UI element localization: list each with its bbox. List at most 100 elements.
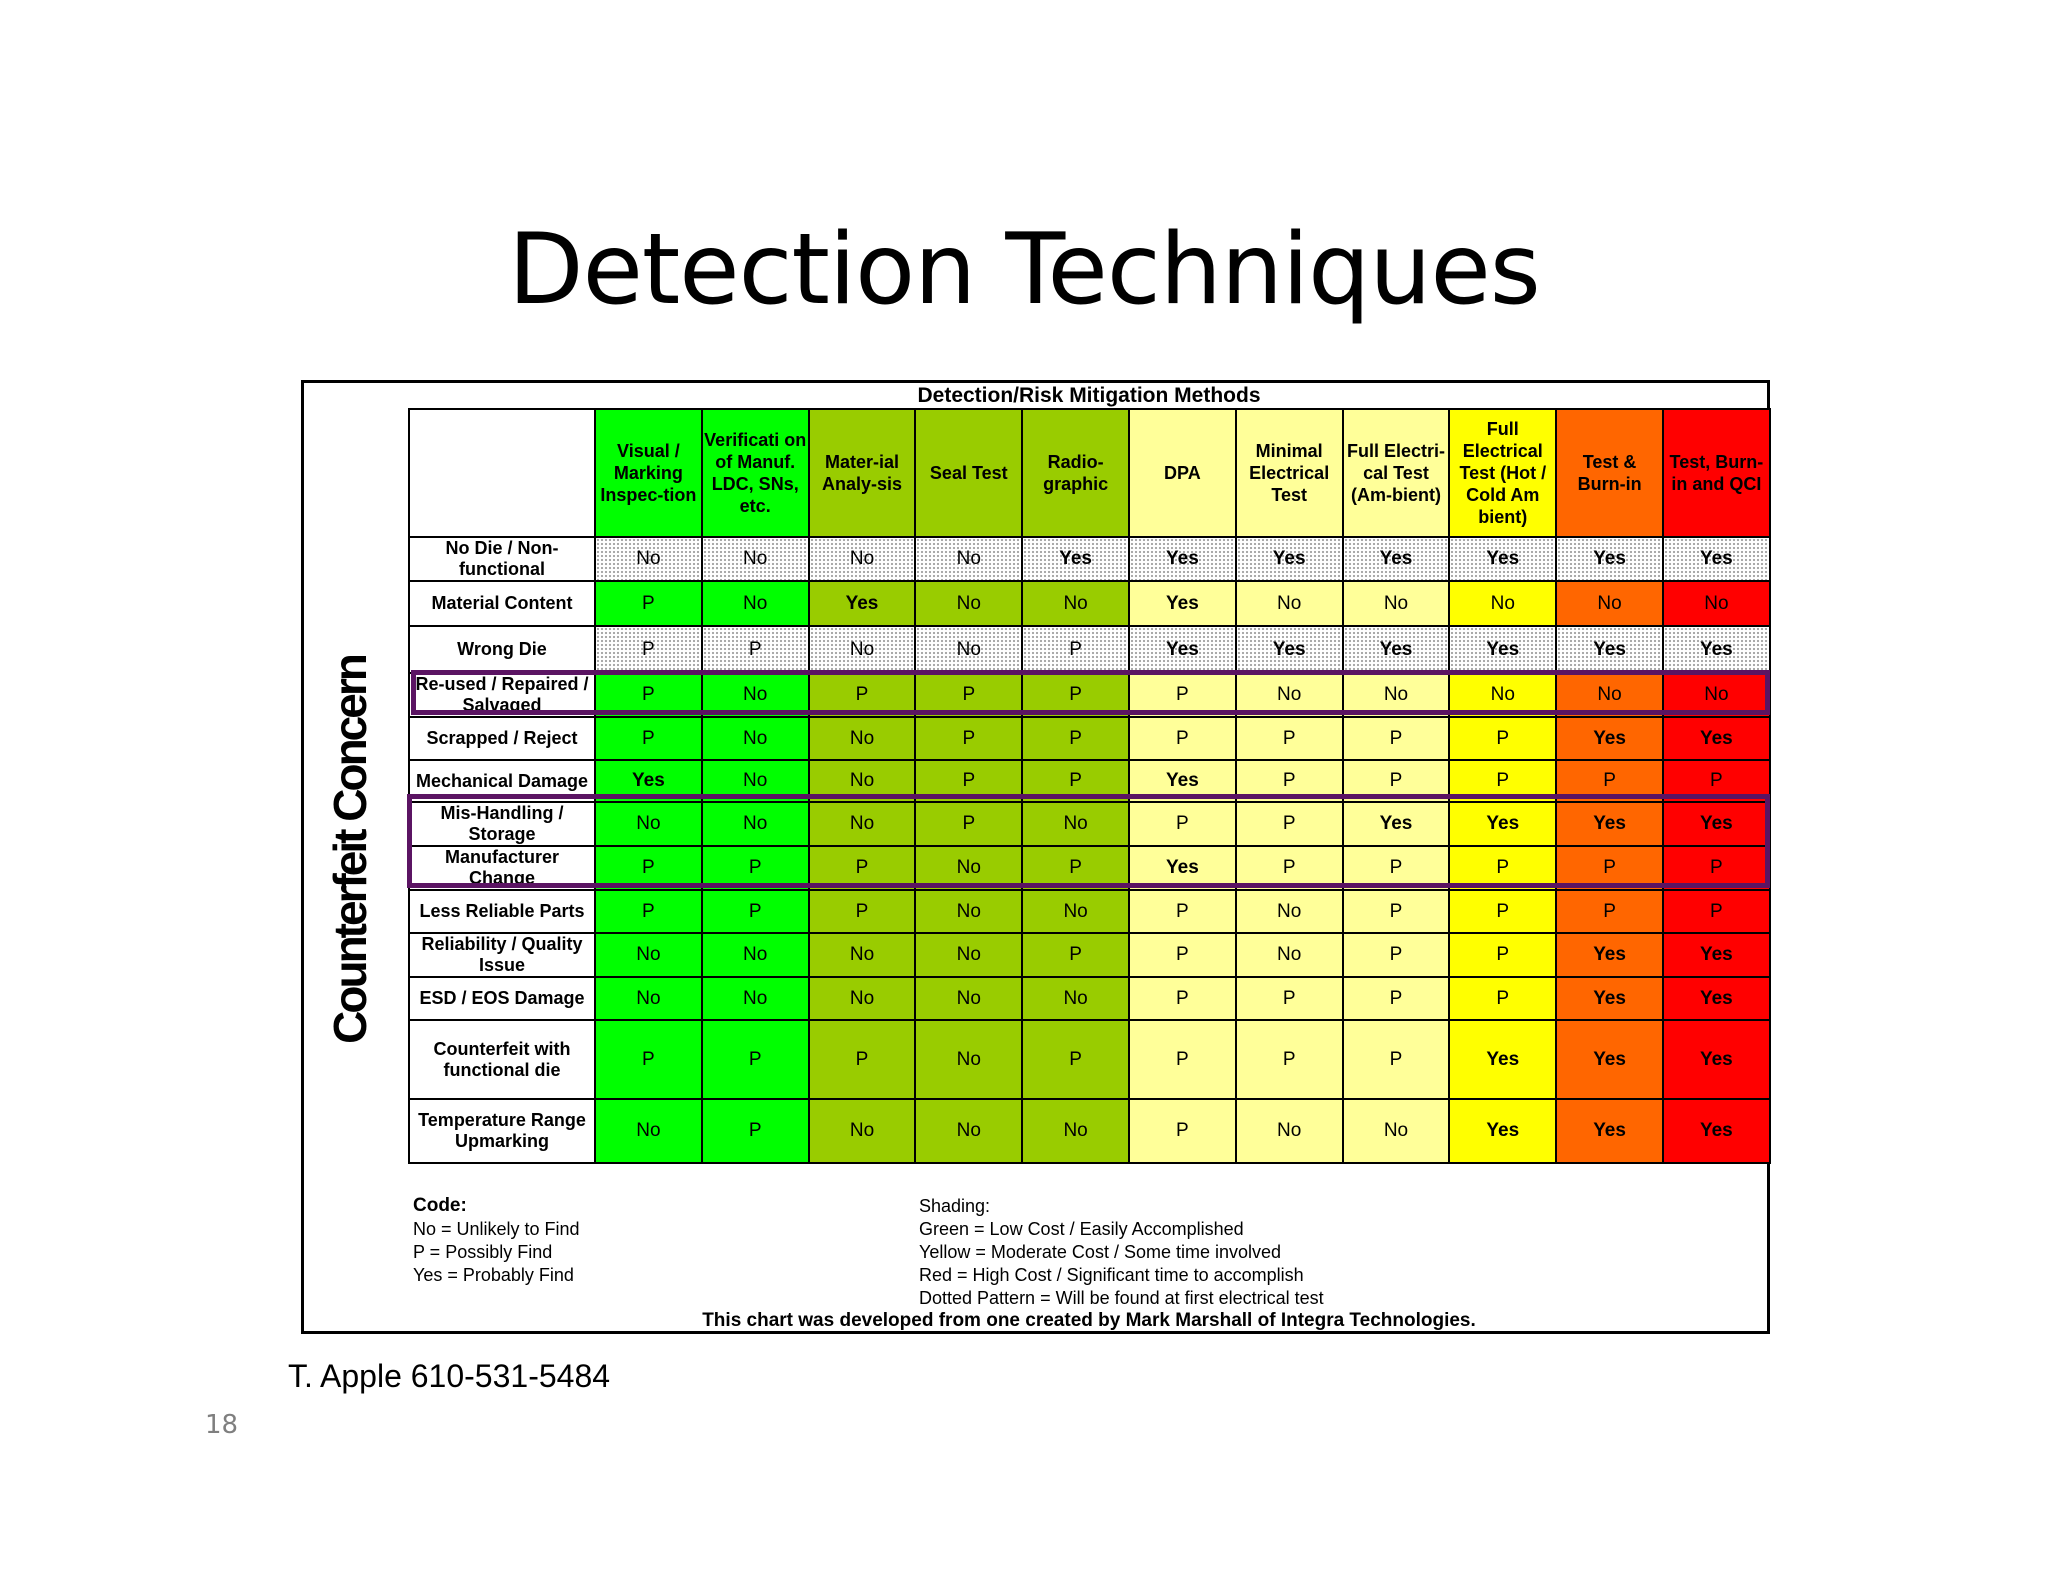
matrix-cell: No: [594, 801, 703, 847]
matrix-cell: P: [1341, 932, 1451, 978]
matrix-cell: P: [1234, 759, 1344, 803]
matrix-cell: No: [1234, 889, 1344, 934]
row-label: Re-used / Repaired / Salvaged: [408, 672, 596, 718]
matrix-cell: P: [1127, 932, 1237, 978]
matrix-cell: No: [807, 976, 917, 1021]
matrix-cell: Yes: [1555, 625, 1664, 674]
legend-code-yes: Yes = Probably Find: [413, 1265, 574, 1285]
matrix-cell: P: [700, 889, 810, 934]
matrix-cell: No: [700, 759, 810, 803]
matrix-cell: P: [1021, 759, 1130, 803]
matrix-cell: Yes: [1448, 1098, 1558, 1164]
matrix-cell: No: [700, 536, 810, 582]
column-header: Visual / Marking Inspec-tion: [594, 408, 703, 538]
matrix-cell: P: [1234, 1019, 1344, 1100]
matrix-cell: No: [1661, 672, 1771, 718]
matrix-cell: No: [1021, 1098, 1130, 1164]
matrix-cell: P: [1127, 889, 1237, 934]
matrix-cell: Yes: [1661, 716, 1771, 761]
matrix-cell: Yes: [1234, 536, 1344, 582]
matrix-cell: No: [1448, 580, 1558, 627]
matrix-cell: No: [807, 625, 917, 674]
matrix-cell: No: [594, 536, 703, 582]
matrix-cell: Yes: [1555, 976, 1664, 1021]
matrix-cell: Yes: [1661, 932, 1771, 978]
row-label: Manufacturer Change: [408, 845, 596, 891]
table-row: Temperature Range Upmarking No P No No No P No N…: [408, 1098, 1771, 1164]
matrix-cell: P: [594, 625, 703, 674]
matrix-cell: P: [700, 1098, 810, 1164]
table-row: Counterfeit with functional die P P P No P P P P…: [408, 1019, 1771, 1100]
matrix-cell: Yes: [1127, 580, 1237, 627]
matrix-cell: Yes: [1661, 976, 1771, 1021]
matrix-cell: No: [914, 845, 1024, 891]
matrix-cell: No: [1341, 672, 1451, 718]
matrix-cell: P: [1127, 976, 1237, 1021]
matrix-cell: P: [1127, 1019, 1237, 1100]
row-label: Scrapped / Reject: [408, 716, 596, 761]
matrix-cell: P: [1661, 845, 1771, 891]
table-row: No Die / Non-functional No No No No Yes Yes Yes…: [408, 536, 1771, 582]
matrix-cell: No: [914, 976, 1024, 1021]
contact-info: T. Apple 610-531-5484: [288, 1358, 611, 1394]
matrix-cell: Yes: [1127, 625, 1237, 674]
row-label: Mechanical Damage: [408, 759, 596, 803]
matrix-cell: P: [1127, 716, 1237, 761]
matrix-cell: Yes: [1127, 845, 1237, 891]
matrix-cell: P: [700, 625, 810, 674]
matrix-cell: No: [914, 1098, 1024, 1164]
matrix-cell: P: [1448, 932, 1558, 978]
matrix-cell: No: [700, 976, 810, 1021]
row-label: No Die / Non-functional: [408, 536, 596, 582]
matrix-cell: P: [1127, 672, 1237, 718]
legend-shading-title: Shading:: [919, 1196, 991, 1216]
matrix-cell: No: [1341, 1098, 1451, 1164]
table-row: Mechanical Damage Yes No No P P Yes P P P P P: [408, 759, 1771, 803]
matrix-cell: No: [1021, 580, 1130, 627]
matrix-cell: P: [594, 889, 703, 934]
matrix-cell: P: [1341, 759, 1451, 803]
matrix-cell: P: [1021, 1019, 1130, 1100]
column-header: Radio-graphic: [1021, 408, 1130, 538]
matrix-cell: P: [1341, 889, 1451, 934]
matrix-cell: P: [1341, 845, 1451, 891]
table-row: Less Reliable Parts P P P No No P No P P P P: [408, 889, 1771, 934]
matrix-cell: Yes: [1127, 759, 1237, 803]
row-label: Material Content: [408, 580, 596, 627]
matrix-cell: P: [1021, 845, 1130, 891]
matrix-cell: P: [594, 1019, 703, 1100]
matrix-cell: No: [1234, 580, 1344, 627]
matrix-cell: Yes: [1661, 625, 1771, 674]
matrix-cell: No: [700, 716, 810, 761]
matrix-cell: P: [594, 672, 703, 718]
matrix-cell: P: [1234, 716, 1344, 761]
column-header: Full Electrical Test (Hot / Cold Am bien…: [1448, 408, 1558, 538]
row-label: Temperature Range Upmarking: [408, 1098, 596, 1164]
row-label: Less Reliable Parts: [408, 889, 596, 934]
table-row: Material Content P No Yes No No Yes No No No No No: [408, 580, 1771, 627]
matrix-cell: Yes: [1234, 625, 1344, 674]
matrix-cell: P: [1555, 845, 1664, 891]
header-corner: [408, 408, 596, 538]
page-number: 18: [205, 1410, 239, 1440]
matrix-cell: Yes: [1555, 1019, 1664, 1100]
matrix-cell: P: [807, 1019, 917, 1100]
matrix-cell: No: [1234, 672, 1344, 718]
detection-matrix: Visual / Marking Inspec-tion Verificati o…: [408, 408, 1771, 1164]
matrix-cell: No: [1234, 1098, 1344, 1164]
matrix-cell: Yes: [807, 580, 917, 627]
matrix-cell: Yes: [1661, 1098, 1771, 1164]
matrix-cell: Yes: [1448, 536, 1558, 582]
matrix-cell: No: [914, 889, 1024, 934]
matrix-cell: P: [1341, 716, 1451, 761]
column-header: Test, Burn-in and QCI: [1661, 408, 1771, 538]
slide-title: Detection Techniques: [508, 213, 1541, 327]
table-row: Re-used / Repaired / Salvaged P No P P P P No No…: [408, 672, 1771, 718]
matrix-cell: P: [1127, 801, 1237, 847]
row-label: Mis-Handling / Storage: [408, 801, 596, 847]
matrix-cell: P: [914, 759, 1024, 803]
matrix-cell: Yes: [1341, 801, 1451, 847]
matrix-cell: Yes: [1555, 1098, 1664, 1164]
table-row: Mis-Handling / Storage No No No P No P P Yes Yes Y…: [408, 801, 1771, 847]
table-row: Reliability / Quality Issue No No No No P P No P…: [408, 932, 1771, 978]
